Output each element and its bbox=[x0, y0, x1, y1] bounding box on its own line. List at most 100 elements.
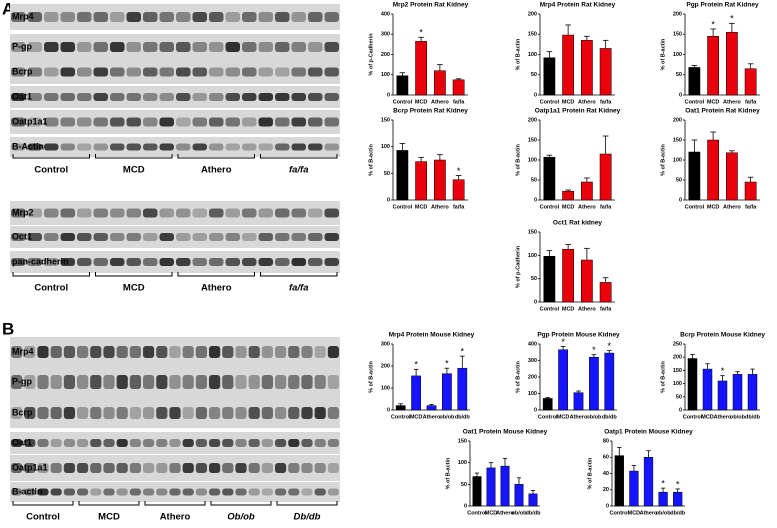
blot-band bbox=[242, 117, 257, 127]
blot-band bbox=[110, 42, 125, 52]
y-axis-label: % of p-Cadherin bbox=[515, 245, 521, 288]
y-tick-label: 100 bbox=[673, 157, 682, 163]
chart-title: Oat1 Protein Mouse Kidney bbox=[463, 429, 548, 436]
blot-band bbox=[261, 439, 273, 447]
blot-band bbox=[291, 233, 306, 241]
blot-band bbox=[156, 463, 168, 473]
blot-band bbox=[44, 12, 59, 22]
blot-band bbox=[37, 439, 49, 447]
blot-band bbox=[27, 143, 42, 151]
blot-band bbox=[176, 258, 191, 266]
blot-band bbox=[288, 488, 300, 496]
blot-band bbox=[275, 117, 290, 127]
blot-band bbox=[261, 346, 273, 358]
x-tick-label: fa/fa bbox=[600, 306, 612, 312]
blot-strip bbox=[10, 226, 340, 248]
blot-band bbox=[195, 463, 207, 473]
bar bbox=[558, 349, 568, 411]
blot-row-label: Oat1 bbox=[12, 437, 32, 447]
blot-band bbox=[258, 117, 273, 127]
group-label: fa/fa bbox=[289, 165, 309, 176]
bar bbox=[514, 484, 524, 507]
x-tick-label: Control bbox=[538, 414, 558, 420]
bar bbox=[599, 153, 612, 201]
blot-band bbox=[314, 407, 326, 419]
blot-band bbox=[261, 463, 273, 473]
bar bbox=[658, 491, 668, 507]
blot-band bbox=[110, 208, 125, 218]
group-bracket bbox=[12, 272, 90, 277]
blot-band bbox=[50, 488, 62, 496]
blot-band bbox=[275, 233, 290, 241]
blot-band bbox=[11, 93, 26, 101]
x-tick-label: Control bbox=[683, 414, 703, 420]
blot-band bbox=[143, 67, 158, 77]
blot-band bbox=[129, 375, 141, 389]
blot-band bbox=[209, 439, 221, 447]
blot-band bbox=[77, 375, 89, 389]
panel-label: B bbox=[2, 319, 14, 338]
blot-band bbox=[37, 407, 49, 419]
blot-band bbox=[209, 117, 224, 127]
blot-band bbox=[176, 42, 191, 52]
blot-band bbox=[143, 488, 155, 496]
blot-band bbox=[11, 42, 26, 52]
blot-band bbox=[275, 488, 287, 496]
bar bbox=[500, 465, 510, 507]
blot-band bbox=[143, 143, 158, 151]
blot-band bbox=[301, 346, 313, 358]
blot-band bbox=[24, 407, 36, 419]
chart-title: Bcrp Protein Rat Kidney bbox=[393, 108, 468, 115]
x-tick-label: fa/fa bbox=[745, 99, 757, 105]
blot-band bbox=[324, 12, 339, 22]
blot-band bbox=[110, 117, 125, 127]
blot-band bbox=[176, 143, 191, 151]
x-tick-label: MCD bbox=[415, 99, 428, 105]
y-tick-label: 300 bbox=[381, 32, 390, 38]
y-tick-label: 50 bbox=[531, 177, 537, 183]
blot-band bbox=[301, 439, 313, 447]
blot-band bbox=[195, 346, 207, 358]
blot-band bbox=[116, 439, 128, 447]
blot-band bbox=[242, 208, 257, 218]
blot-band bbox=[93, 93, 108, 101]
blot-band bbox=[275, 42, 290, 52]
bar bbox=[629, 470, 639, 507]
blot-band bbox=[63, 346, 75, 358]
blot-band bbox=[159, 117, 174, 127]
blot-band bbox=[60, 93, 75, 101]
bar bbox=[707, 139, 719, 201]
blot-band bbox=[209, 375, 221, 389]
bar bbox=[604, 352, 615, 411]
blot-band bbox=[209, 233, 224, 241]
blot-band bbox=[77, 488, 89, 496]
blot-band bbox=[314, 439, 326, 447]
blot-band bbox=[50, 346, 62, 358]
y-tick-label: 300 bbox=[381, 341, 390, 347]
blot-band bbox=[169, 439, 181, 447]
blot-band bbox=[235, 346, 247, 358]
bar bbox=[543, 256, 556, 303]
blot-band bbox=[103, 407, 115, 419]
blot-band bbox=[93, 258, 108, 266]
blot-band bbox=[129, 407, 141, 419]
y-tick-label: 150 bbox=[673, 368, 682, 374]
blot-band bbox=[93, 12, 108, 22]
blot-band bbox=[176, 117, 191, 127]
blot-band bbox=[258, 233, 273, 241]
blot-band bbox=[192, 258, 207, 266]
blot-band bbox=[60, 67, 75, 77]
blot-band bbox=[116, 463, 128, 473]
blot-band bbox=[308, 143, 323, 151]
x-tick-label: Control bbox=[393, 99, 413, 105]
blot-band bbox=[195, 375, 207, 389]
x-tick-label: ob/ob bbox=[730, 414, 746, 420]
blot-band bbox=[27, 42, 42, 52]
blot-band bbox=[60, 117, 75, 127]
x-tick-label: Control bbox=[540, 204, 560, 210]
y-tick-label: 50 bbox=[676, 177, 682, 183]
group-bracket bbox=[177, 154, 255, 159]
x-tick-label: Control bbox=[685, 204, 705, 210]
blot-band bbox=[176, 93, 191, 101]
x-tick-label: ob/ob bbox=[512, 510, 528, 516]
